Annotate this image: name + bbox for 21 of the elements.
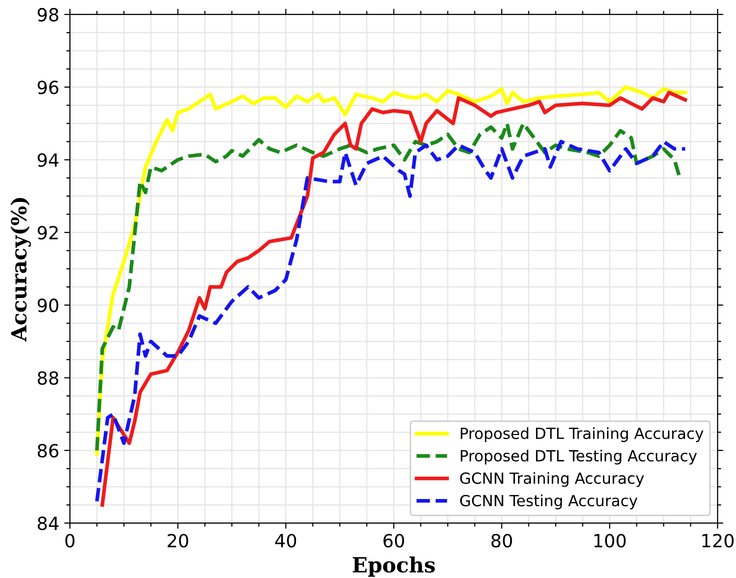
x-tick-label: 60 — [384, 534, 404, 548]
y-tick-label: 92 — [38, 226, 58, 240]
y-tick-label: 88 — [38, 371, 58, 385]
legend-label: Proposed DTL Training Accuracy — [460, 427, 704, 442]
y-tick-label: 86 — [38, 444, 58, 458]
x-tick-label: 120 — [702, 534, 734, 548]
x-tick-label: 20 — [168, 534, 188, 548]
x-tick-label: 80 — [491, 534, 512, 548]
x-tick-label: 0 — [65, 534, 74, 548]
y-tick-label: 98 — [38, 8, 58, 22]
legend-label: Proposed DTL Testing Accuracy — [460, 450, 697, 464]
y-tick-label: 94 — [38, 153, 58, 167]
y-axis-title: Accuracy(%) — [10, 198, 31, 342]
y-tick-label: 90 — [38, 298, 58, 312]
legend-label: GCNN Training Accuracy — [460, 472, 644, 487]
x-tick-label: 40 — [275, 534, 296, 548]
y-tick-label: 96 — [38, 80, 58, 94]
legend-label: GCNN Testing Accuracy — [460, 494, 638, 510]
y-tick-label: 84 — [38, 516, 58, 530]
x-tick-label: 100 — [594, 534, 626, 548]
x-axis-title: Epochs — [352, 556, 435, 577]
